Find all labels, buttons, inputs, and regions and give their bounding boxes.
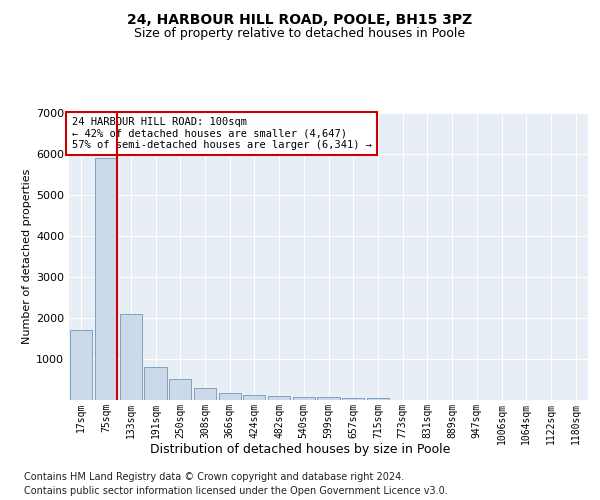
Bar bbox=[95, 158, 117, 400]
Bar bbox=[243, 395, 265, 400]
Text: 24, HARBOUR HILL ROAD, POOLE, BH15 3PZ: 24, HARBOUR HILL ROAD, POOLE, BH15 3PZ bbox=[127, 12, 473, 26]
Bar bbox=[317, 398, 340, 400]
Text: 24 HARBOUR HILL ROAD: 100sqm
← 42% of detached houses are smaller (4,647)
57% of: 24 HARBOUR HILL ROAD: 100sqm ← 42% of de… bbox=[71, 117, 371, 150]
Bar bbox=[119, 314, 142, 400]
Bar bbox=[169, 380, 191, 400]
Bar bbox=[194, 388, 216, 400]
Bar bbox=[293, 397, 315, 400]
Bar bbox=[70, 330, 92, 400]
Text: Contains public sector information licensed under the Open Government Licence v3: Contains public sector information licen… bbox=[24, 486, 448, 496]
Bar bbox=[342, 398, 364, 400]
Bar bbox=[367, 398, 389, 400]
Bar bbox=[268, 396, 290, 400]
Text: Size of property relative to detached houses in Poole: Size of property relative to detached ho… bbox=[134, 28, 466, 40]
Bar bbox=[218, 392, 241, 400]
Text: Distribution of detached houses by size in Poole: Distribution of detached houses by size … bbox=[150, 442, 450, 456]
Bar bbox=[145, 367, 167, 400]
Y-axis label: Number of detached properties: Number of detached properties bbox=[22, 168, 32, 344]
Text: Contains HM Land Registry data © Crown copyright and database right 2024.: Contains HM Land Registry data © Crown c… bbox=[24, 472, 404, 482]
